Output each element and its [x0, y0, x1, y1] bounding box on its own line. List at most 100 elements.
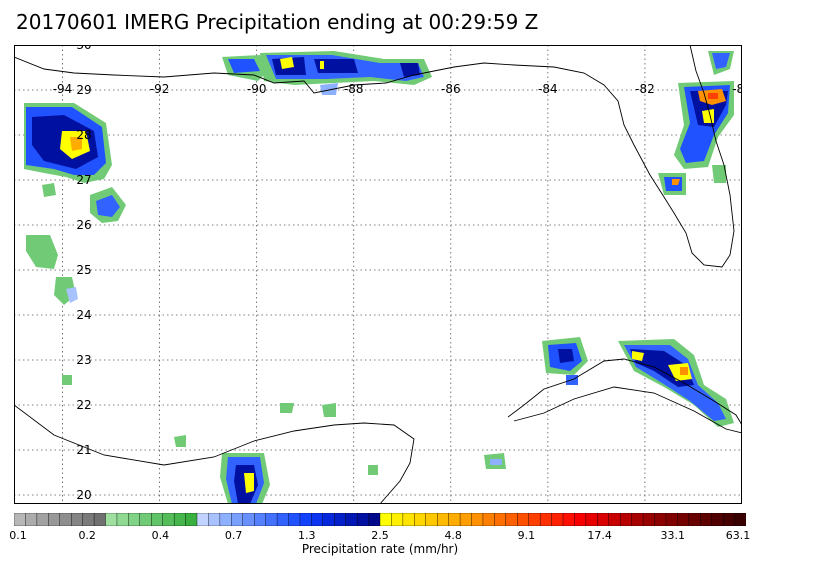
lon-tick-label: -90: [247, 82, 267, 96]
lon-tick-label: -80: [732, 82, 742, 96]
colorbar-swatch: [459, 513, 472, 526]
colorbar-tick-label: 0.7: [224, 529, 243, 542]
precip-cell-blue: [96, 195, 120, 217]
precip-cell-darkblue: [558, 349, 574, 363]
colorbar-swatch: [322, 513, 335, 526]
colorbar-swatch: [391, 513, 404, 526]
colorbar-swatch: [482, 513, 495, 526]
colorbar-swatch: [711, 513, 724, 526]
colorbar-swatch: [334, 513, 347, 526]
precip-cell-lightblue: [490, 459, 502, 465]
colorbar-swatch: [311, 513, 324, 526]
colorbar-tick-label: 9.1: [517, 529, 536, 542]
lat-tick-label: 27: [76, 173, 91, 187]
latitude-labels: 30 29 28 27 26 25 24 23 22 21 20: [76, 45, 91, 502]
colorbar-swatch: [688, 513, 701, 526]
precip-cell-red: [708, 93, 718, 99]
colorbar-tick-label: 0.2: [78, 529, 96, 542]
precip-cell-orange: [70, 137, 82, 151]
colorbar-swatch: [276, 513, 289, 526]
colorbar-swatch: [619, 513, 633, 526]
colorbar-swatch: [299, 513, 312, 526]
precip-cell-lightblue: [320, 83, 338, 95]
colorbar-swatch: [722, 513, 736, 526]
precip-cell-darkblue: [400, 63, 420, 77]
cuba-coast: [507, 358, 742, 426]
colorbar-swatch: [471, 513, 484, 526]
colorbar-swatch: [425, 513, 438, 526]
precipitation-cells: [24, 51, 734, 504]
colorbar-swatch: [70, 513, 84, 526]
colorbar-swatch: [208, 513, 221, 526]
colorbar-swatch: [700, 513, 713, 526]
colorbar-swatch: [585, 513, 598, 526]
colorbar-swatch: [253, 513, 267, 526]
colorbar-swatch: [25, 513, 38, 526]
colorbar-swatch: [36, 513, 49, 526]
colorbar-swatch: [642, 513, 655, 526]
colorbar-swatch: [196, 513, 209, 526]
colorbar-swatch: [231, 513, 244, 526]
colorbar-swatch: [528, 513, 541, 526]
precip-cell-yellow: [280, 57, 294, 69]
map-frame: [14, 45, 742, 504]
cuba-south-coast: [513, 386, 742, 434]
precip-cell-blue: [712, 53, 730, 69]
lat-tick-label: 22: [76, 398, 91, 412]
colorbar-swatch: [654, 513, 667, 526]
colorbar-swatch: [368, 513, 381, 526]
colorbar-swatch: [631, 513, 644, 526]
lat-tick-label: 21: [76, 443, 91, 457]
colorbar-swatch: [14, 513, 26, 526]
colorbar-swatch: [597, 513, 610, 526]
colorbar-tick-label: 0.1: [9, 529, 27, 542]
colorbar-swatch: [48, 513, 61, 526]
colorbar-swatch: [116, 513, 129, 526]
colorbar-swatch: [677, 513, 690, 526]
lat-tick-label: 24: [76, 308, 91, 322]
map-panel: -94 -92 -90 -88 -86 -84 -82 -80 30 29 28 27 26 25 24 2…: [14, 45, 742, 504]
lon-tick-label: -84: [538, 82, 558, 96]
lon-tick-label: -88: [344, 82, 364, 96]
colorbar-swatch: [494, 513, 507, 526]
colorbar-swatch: [242, 513, 255, 526]
coastlines: [14, 45, 742, 504]
colorbar-swatch: [402, 513, 415, 526]
precip-cell-blue: [228, 59, 260, 73]
colorbar-swatch: [505, 513, 518, 526]
colorbar-swatch: [128, 513, 141, 526]
precip-cell-green: [368, 465, 378, 475]
colorbar-swatch: [139, 513, 152, 526]
precip-cell-green: [62, 375, 72, 385]
gulf-coast-north: [14, 45, 735, 268]
precip-cell-yellow: [632, 351, 644, 361]
colorbar-swatches: [14, 513, 746, 526]
mexico-coast: [14, 404, 415, 504]
colorbar-swatch: [356, 513, 370, 526]
lon-tick-label: -86: [441, 82, 461, 96]
precip-cell-yellow: [244, 473, 254, 493]
colorbar-tick-label: 1.3: [298, 529, 316, 542]
colorbar-tick-label: 33.1: [660, 529, 686, 542]
colorbar-swatch: [436, 513, 450, 526]
precip-cell-green: [42, 183, 56, 197]
precipitation-map: -94 -92 -90 -88 -86 -84 -82 -80 30 29 28 27 26 25 24 2…: [14, 45, 742, 504]
precip-cell-orange: [680, 367, 688, 375]
colorbar-swatch: [162, 513, 175, 526]
colorbar-swatch: [265, 513, 278, 526]
precip-cell-green: [174, 435, 186, 447]
precip-cell-green: [712, 165, 726, 183]
precip-cell-green: [322, 403, 336, 417]
lat-tick-label: 23: [76, 353, 91, 367]
colorbar-swatch: [608, 513, 621, 526]
lon-tick-label: -92: [150, 82, 170, 96]
colorbar-swatch: [173, 513, 187, 526]
precip-cell-green: [26, 235, 58, 269]
colorbar-swatch: [379, 513, 392, 526]
colorbar-tick-label: 2.5: [371, 529, 389, 542]
longitude-labels: -94 -92 -90 -88 -86 -84 -82 -80: [53, 82, 742, 96]
colorbar-tick-label: 4.8: [444, 529, 462, 542]
graticule: [14, 45, 742, 504]
colorbar-swatch: [574, 513, 587, 526]
colorbar-swatch: [345, 513, 358, 526]
